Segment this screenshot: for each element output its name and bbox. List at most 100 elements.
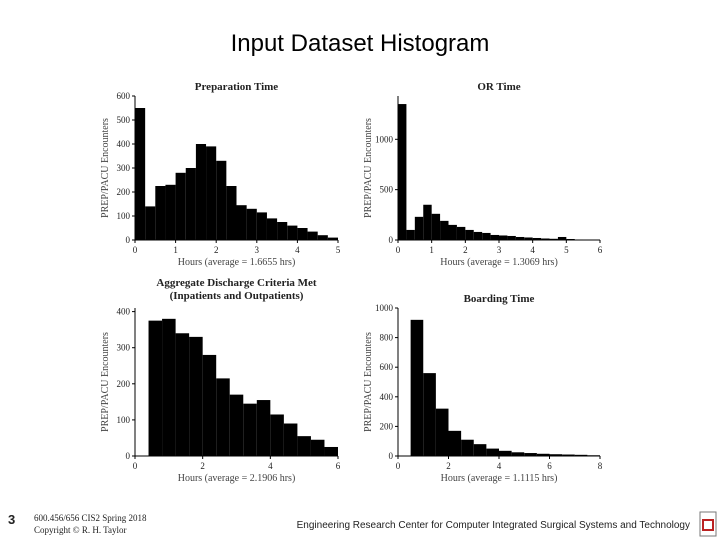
bar: [266, 218, 278, 240]
bar: [456, 226, 466, 240]
bar: [524, 453, 537, 456]
bar: [541, 238, 550, 240]
y-tick-label: 200: [117, 379, 131, 389]
bar: [135, 108, 146, 240]
bar: [236, 205, 247, 240]
bar: [431, 213, 441, 240]
x-tick-label: 2: [200, 461, 205, 471]
bar: [307, 231, 318, 240]
bar: [148, 320, 163, 456]
y-tick-label: 600: [380, 362, 394, 372]
bar: [461, 439, 474, 456]
bar: [327, 237, 338, 240]
x-tick-label: 2: [463, 245, 468, 255]
bar: [277, 222, 288, 240]
bar: [270, 414, 284, 456]
bar: [256, 212, 267, 240]
bar: [206, 146, 217, 240]
y-tick-label: 100: [117, 211, 131, 221]
bar: [324, 446, 338, 456]
bar: [448, 430, 462, 456]
y-tick-label: 0: [126, 451, 131, 461]
copyright: Copyright © R. H. Taylor: [34, 525, 127, 535]
x-tick-label: 6: [598, 245, 603, 255]
x-tick-label: 3: [497, 245, 502, 255]
y-axis-label: PREP/PACU Encounters: [363, 118, 374, 218]
bar: [423, 373, 436, 456]
y-axis-label: PREP/PACU Encounters: [363, 332, 374, 432]
logo: [699, 511, 717, 537]
bar: [145, 206, 156, 240]
bar: [189, 336, 203, 456]
bar: [162, 318, 176, 456]
bar: [243, 403, 257, 456]
bar: [507, 235, 516, 240]
bar: [297, 228, 308, 240]
bar: [549, 238, 558, 240]
bar: [414, 216, 424, 240]
bar: [246, 208, 257, 240]
bar: [226, 186, 237, 240]
x-tick-label: 0: [396, 245, 401, 255]
bar: [287, 225, 298, 240]
bar: [165, 184, 176, 240]
y-tick-label: 500: [380, 185, 394, 195]
panel-title: Boarding Time: [464, 293, 535, 305]
bar: [490, 234, 499, 240]
bar: [398, 104, 407, 241]
center-name: Engineering Research Center for Computer…: [297, 520, 690, 531]
x-tick-label: 6: [547, 461, 552, 471]
bar: [406, 229, 415, 240]
x-tick-label: 0: [396, 461, 401, 471]
x-tick-label: 4: [295, 245, 300, 255]
x-tick-label: 0: [133, 461, 138, 471]
y-tick-label: 600: [117, 91, 131, 101]
y-tick-label: 500: [117, 115, 131, 125]
x-axis-label: Hours (average = 1.3069 hrs): [440, 257, 558, 268]
bar: [216, 378, 230, 456]
x-tick-label: 6: [336, 461, 341, 471]
y-tick-label: 400: [380, 392, 394, 402]
x-tick-label: 0: [133, 245, 138, 255]
bar: [175, 333, 190, 456]
course: 600.456/656 CIS2 Spring 2018: [34, 513, 147, 523]
y-tick-label: 200: [380, 421, 394, 431]
y-tick-label: 1000: [375, 134, 394, 144]
bar: [440, 220, 449, 240]
x-tick-label: 3: [255, 245, 260, 255]
x-axis-label: Hours (average = 2.1906 hrs): [178, 473, 296, 484]
x-tick-label: 8: [598, 461, 603, 471]
bar: [566, 238, 575, 240]
x-axis-label: Hours (average = 1.1115 hrs): [441, 473, 558, 484]
bar: [216, 160, 227, 240]
x-tick-label: 1: [173, 245, 178, 255]
bar: [410, 319, 424, 456]
bar: [435, 408, 449, 456]
bar: [317, 235, 328, 240]
x-tick-label: 5: [564, 245, 569, 255]
bar: [185, 168, 196, 240]
bar: [557, 236, 567, 240]
panel-title: Aggregate Discharge Criteria Met: [156, 277, 316, 289]
bar: [283, 423, 298, 456]
bar: [155, 186, 166, 240]
bar: [229, 394, 244, 456]
panel-title: Preparation Time: [195, 81, 279, 93]
bar: [499, 235, 508, 240]
bar: [499, 450, 512, 456]
y-tick-label: 300: [117, 343, 131, 353]
x-tick-label: 2: [446, 461, 451, 471]
y-axis-label: PREP/PACU Encounters: [100, 118, 111, 218]
bar: [482, 232, 491, 240]
bar: [297, 436, 311, 456]
bar: [195, 144, 207, 240]
x-tick-label: 4: [268, 461, 273, 471]
bar: [515, 236, 525, 240]
bar: [532, 237, 542, 240]
y-tick-label: 0: [126, 235, 131, 245]
bar: [448, 224, 457, 240]
bar: [473, 231, 483, 240]
bar: [486, 448, 499, 456]
page-number: 3: [8, 512, 15, 527]
y-tick-label: 400: [117, 307, 131, 317]
